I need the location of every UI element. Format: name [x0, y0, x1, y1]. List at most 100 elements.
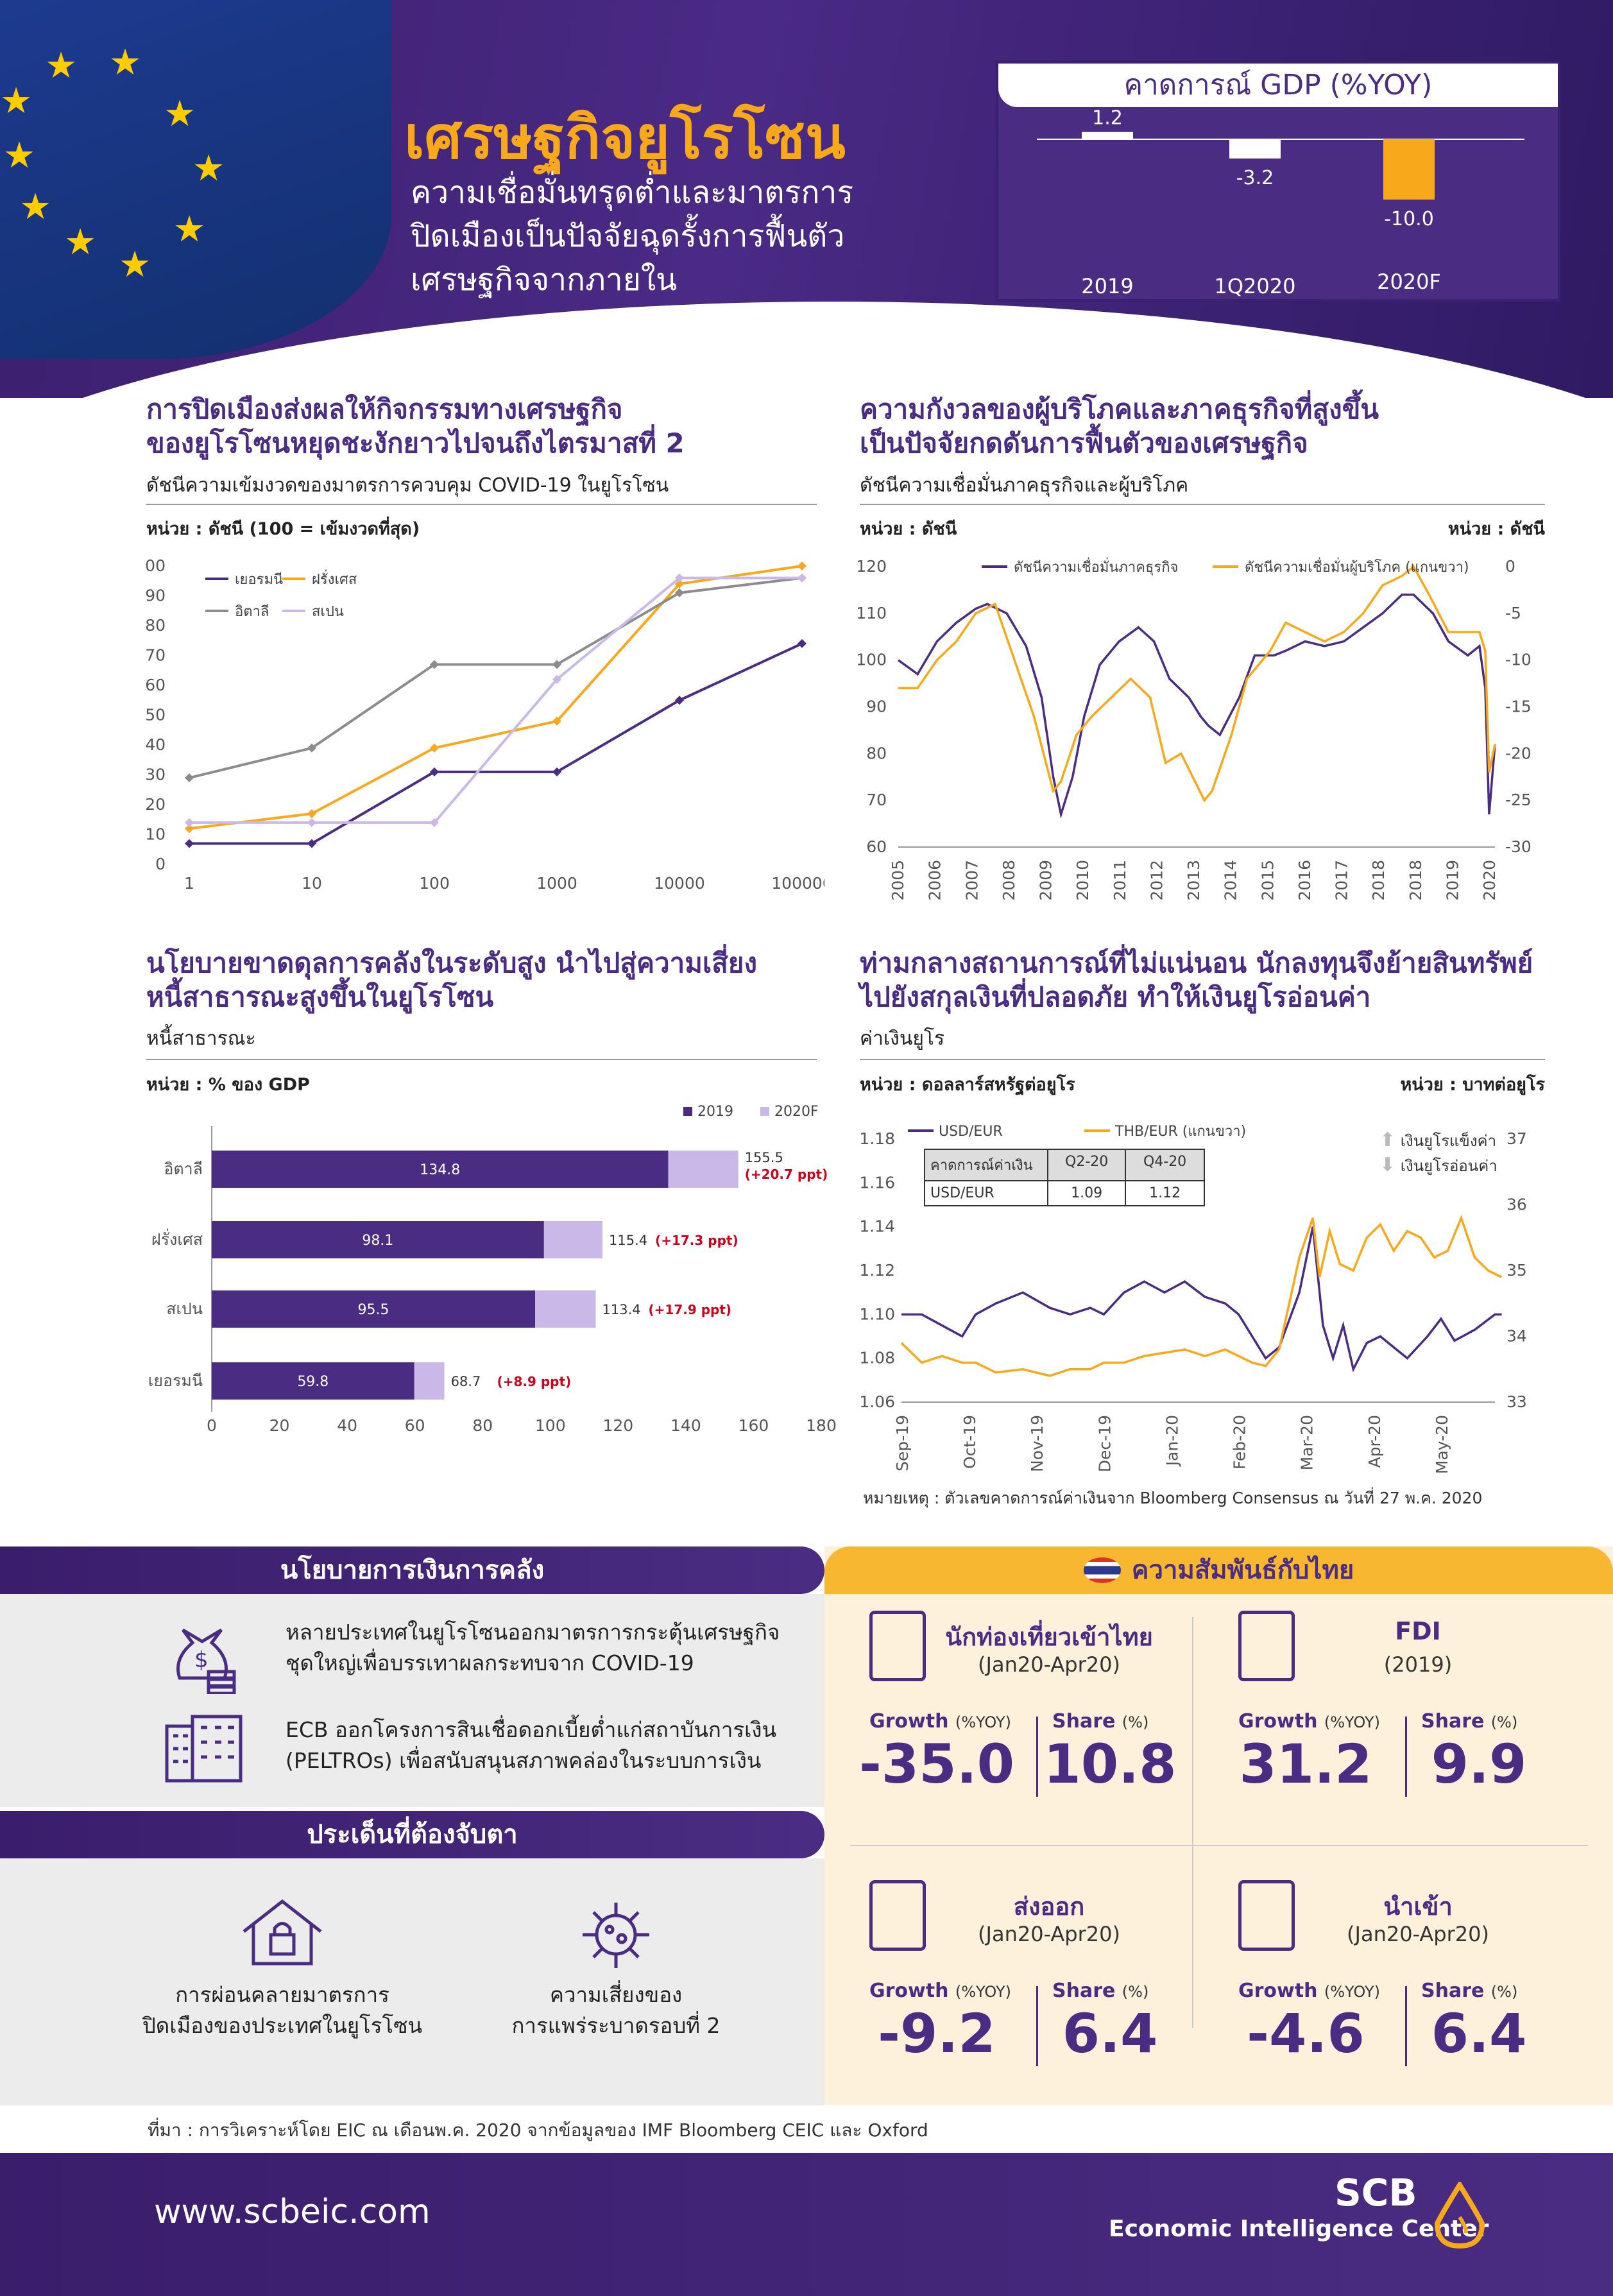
- passport-icon: [869, 1611, 926, 1681]
- y-tick-label: 80: [866, 744, 887, 762]
- y-tick-label: 1.16: [859, 1173, 895, 1192]
- category-label: สเปน: [166, 1299, 203, 1318]
- x-tick-label: 20: [269, 1416, 290, 1435]
- x-tick-label: 2018: [1406, 860, 1425, 901]
- bar-2020f: [535, 1290, 596, 1328]
- y-tick-label: 120: [856, 557, 887, 576]
- data-point: [552, 660, 561, 669]
- watch-item-2: ความเสี่ยงของ การแพร่ระบาดรอบที่ 2: [511, 1982, 721, 2038]
- legend-label: เยอรมนี: [235, 572, 283, 588]
- bar-2020f: [543, 1221, 603, 1258]
- y2-tick-label: -25: [1505, 791, 1532, 809]
- fiscal-point-1: หลายประเทศในยูโรโซนออกมาตรการกระตุ้นเศรษ…: [286, 1620, 780, 1675]
- x-tick-label: 140: [670, 1416, 701, 1435]
- eu-flag: ★ ★ ★ ★ ★ ★ ★ ★ ★ ★: [0, 0, 391, 359]
- s1-subtitle: ดัชนีความเข้มงวดของมาตรการควบคุม COVID-1…: [146, 474, 669, 497]
- y-tick-label: 1.14: [859, 1217, 895, 1236]
- star-icon: ★: [119, 244, 151, 286]
- series-line: [189, 565, 803, 830]
- virus-icon: [583, 1903, 649, 1968]
- data-point: [430, 767, 439, 776]
- share-value: 6.4: [1431, 2002, 1527, 2065]
- star-icon: ★: [109, 42, 142, 83]
- series-line: [897, 593, 1496, 819]
- fx-forecast-table: คาดการณ์ค่าเงิน Q2-20 Q4-20 USD/EUR 1.09…: [924, 1149, 1205, 1206]
- thai-metric-cell: นำเข้า (Jan20-Apr20) Growth (%YOY) Share…: [1193, 1874, 1562, 2130]
- s2-unit-right: หน่วย : ดัชนี: [1447, 519, 1545, 539]
- x-tick-label: 2012: [1147, 860, 1166, 901]
- legend-label: 2020F: [774, 1104, 819, 1120]
- thai-band: ความสัมพันธ์กับไทย: [824, 1546, 1613, 1594]
- s4-note: หมายเหตุ : ตัวเลขคาดการณ์ค่าเงินจาก Bloo…: [863, 1489, 1483, 1507]
- s4-title: ท่ามกลางสถานการณ์ที่ไม่แน่นอน นักลงทุนจึ…: [860, 947, 1533, 1013]
- divider: [1405, 1717, 1407, 1797]
- share-value: 10.8: [1043, 1733, 1177, 1795]
- x-tick-label: Apr-20: [1365, 1415, 1384, 1468]
- series-line: [189, 576, 802, 824]
- x-tick-label: 100: [419, 874, 450, 893]
- building-icon: [165, 1715, 243, 1783]
- gdp-value-label: -3.2: [1236, 167, 1274, 189]
- legend-swatch: [683, 1107, 692, 1116]
- footer: www.scbeic.com SCB Economic Intelligence…: [0, 2153, 1613, 2296]
- x-tick-label: 1: [184, 874, 194, 893]
- legend-label: ดัชนีความเชื่อมั่นผู้บริโภค (แกนขวา): [1245, 557, 1469, 576]
- money-bag-icon: [1238, 1611, 1295, 1681]
- bar-2019: [212, 1151, 669, 1188]
- star-icon: ★: [164, 93, 196, 135]
- gdp-category-label: 1Q2020: [1215, 274, 1296, 298]
- data-point: [185, 839, 194, 848]
- s4-unit-right: หน่วย : บาทต่อยูโร: [1400, 1075, 1545, 1095]
- legend-label: ดัชนีความเชื่อมั่นภาคธุรกิจ: [1014, 557, 1178, 576]
- share-label: Share (%): [1052, 1710, 1149, 1733]
- share-label: Share (%): [1052, 1980, 1149, 2002]
- gdp-bar: [1082, 132, 1133, 139]
- data-point: [798, 573, 807, 583]
- x-tick-label: 2013: [1184, 860, 1203, 901]
- x-tick-label: 2014: [1222, 860, 1240, 901]
- data-point: [185, 773, 194, 783]
- header: ★ ★ ★ ★ ★ ★ ★ ★ ★ ★ เศรษฐกิจยูโรโซน ความ…: [0, 0, 1613, 398]
- y2-tick-label: -15: [1505, 698, 1532, 716]
- fx-strength-legend: ⬆ เงินยูโรแข็งค่า ⬇ เงินยูโรอ่อนค่า: [1379, 1129, 1498, 1176]
- star-icon: ★: [45, 45, 78, 87]
- public-debt-chart: 0 20 40 60 80 100 120 140 160 180 อิตาลี 134.8 155.5…: [148, 1104, 837, 1435]
- bar-value-label: 59.8: [297, 1374, 329, 1390]
- website-link[interactable]: www.scbeic.com: [154, 2193, 431, 2231]
- gdp-category-label: 2019: [1081, 274, 1133, 298]
- data-point: [185, 818, 194, 827]
- divider: [860, 504, 1545, 505]
- ship-icon: [869, 1880, 926, 1951]
- y2-tick-label: -5: [1505, 604, 1521, 622]
- star-icon: ★: [0, 80, 33, 122]
- change-annotation: (+8.9 ppt): [497, 1374, 572, 1389]
- y-tick-label: 1.06: [859, 1392, 895, 1411]
- cell-title: ส่งออก: [1013, 1892, 1085, 1921]
- bar-2019: [212, 1290, 536, 1328]
- cell-period: (2019): [1383, 1652, 1453, 1677]
- data-point: [185, 824, 194, 834]
- fiscal-band: นโยบายการเงินการคลัง: [0, 1546, 824, 1594]
- data-point: [307, 809, 316, 818]
- y2-tick-label: 35: [1506, 1261, 1527, 1280]
- cell-title: นักท่องเที่ยวเข้าไทย: [945, 1623, 1153, 1651]
- thai-metric-cell: FDI (2019) Growth (%YOY) Share (%) 31.2 …: [1193, 1604, 1562, 1861]
- x-tick-label: 100: [535, 1416, 566, 1435]
- legend-label: ฝรั่งเศส: [312, 569, 357, 588]
- x-tick-label: 2020: [1480, 860, 1499, 901]
- change-annotation: (+20.7 ppt): [745, 1167, 828, 1182]
- bar-value-label: 68.7: [451, 1374, 481, 1389]
- cell-title: FDI: [1395, 1617, 1441, 1645]
- y-tick-label: 40: [145, 735, 166, 754]
- x-tick-label: 60: [405, 1416, 425, 1435]
- money-bag-icon: $: [176, 1628, 236, 1694]
- subtitle-line-2: ปิดเมืองเป็นปัจจัยฉุดรั้งการฟื้นตัว: [411, 218, 845, 254]
- legend-label: สเปน: [312, 604, 344, 620]
- gdp-bar: [1383, 139, 1435, 200]
- y-tick-label: 90: [145, 587, 166, 605]
- watch-band: ประเด็นที่ต้องจับตา: [0, 1811, 824, 1858]
- x-tick-label: 0: [207, 1416, 217, 1435]
- x-tick-label: 2006: [926, 860, 944, 901]
- y2-tick-label: -30: [1505, 837, 1532, 856]
- x-tick-label: 10000: [654, 874, 705, 893]
